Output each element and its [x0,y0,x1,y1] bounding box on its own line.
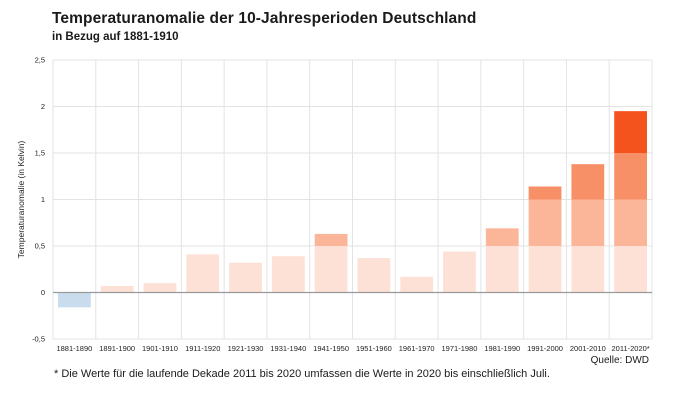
bar-1891-1900-band-0 [100,285,134,293]
x-tick-label: 2001-2010 [570,344,606,353]
y-axis-label: Temperaturanomalie (in Kelvin) [16,141,26,259]
source-label: Quelle: DWD [590,355,649,366]
x-tick-label: 1941-1950 [313,344,349,353]
bar-1941-1950-band-0 [314,246,348,293]
x-tick-label: 1961-1970 [399,344,435,353]
bar-1881-1890 [58,292,91,308]
bar-1981-1990-band-1 [485,228,519,246]
bar-2011-2020*-band-3 [614,111,647,153]
bar-1991-2000-band-2 [528,186,562,200]
x-tick-label: 1951-1960 [356,344,392,353]
x-tick-label: 1891-1900 [99,344,135,353]
x-tick-label: 1971-1980 [442,344,478,353]
footnote: * Die Werte für die laufende Dekade 2011… [54,368,550,380]
bar-1951-1960-band-0 [357,258,391,293]
bar-1901-1910-band-0 [143,283,177,293]
x-tick-label: 1901-1910 [142,344,178,353]
x-tick-label: 1981-1990 [484,344,520,353]
chart-subtitle: in Bezug auf 1881-1910 [52,31,179,43]
bar-2011-2020*-band-0 [614,246,647,293]
bar-2011-2020*-band-1 [614,199,647,246]
bar-1971-1980-band-0 [443,251,476,293]
y-tick-label: 0 [41,288,45,297]
x-tick-label: 1931-1940 [270,344,306,353]
bar-2001-2010-band-2 [571,164,605,200]
chart-title: Temperaturanomalie der 10-Jahresperioden… [52,10,477,27]
bar-1941-1950-band-1 [314,233,348,246]
bar-2001-2010-band-0 [571,246,605,293]
bar-1921-1930-band-0 [229,262,262,293]
bar-1931-1940-band-0 [271,256,305,293]
x-tick-label: 1991-2000 [527,344,563,353]
y-tick-label: -0,5 [32,335,45,344]
bar-1981-1990-band-0 [485,246,519,293]
y-tick-label: 1,5 [35,149,45,158]
x-tick-label: 1921-1930 [228,344,264,353]
y-tick-label: 0,5 [35,242,45,251]
y-tick-label: 1 [41,195,45,204]
x-tick-label: 2011-2020* [611,344,649,353]
y-tick-label: 2 [41,102,45,111]
bar-2001-2010-band-1 [571,199,605,246]
bar-1991-2000-band-1 [528,199,562,246]
bar-2011-2020*-band-2 [614,153,647,200]
bar-1911-1920-band-0 [186,254,220,293]
x-tick-label: 1911-1920 [185,344,220,353]
bar-1991-2000-band-0 [528,246,562,293]
x-tick-label: 1881-1890 [56,344,92,353]
y-tick-label: 2,5 [35,56,45,65]
bar-1961-1970-band-0 [400,276,434,293]
